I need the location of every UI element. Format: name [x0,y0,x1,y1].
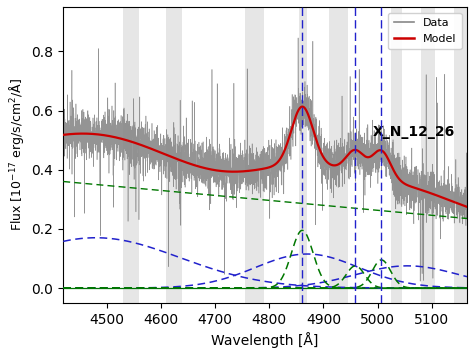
Bar [245,7,264,303]
Y-axis label: Flux [10$^{-17}$ erg/s/cm$^2$/Å]: Flux [10$^{-17}$ erg/s/cm$^2$/Å] [7,78,26,231]
Bar [166,7,182,303]
Bar [123,7,139,303]
Bar [329,7,348,303]
Legend: Data, Model: Data, Model [388,12,462,49]
X-axis label: Wavelength [Å]: Wavelength [Å] [211,332,319,348]
Bar [299,7,307,303]
Bar [421,7,435,303]
Text: X_N_12_26: X_N_12_26 [373,125,455,139]
Bar [454,7,467,303]
Bar [391,7,402,303]
